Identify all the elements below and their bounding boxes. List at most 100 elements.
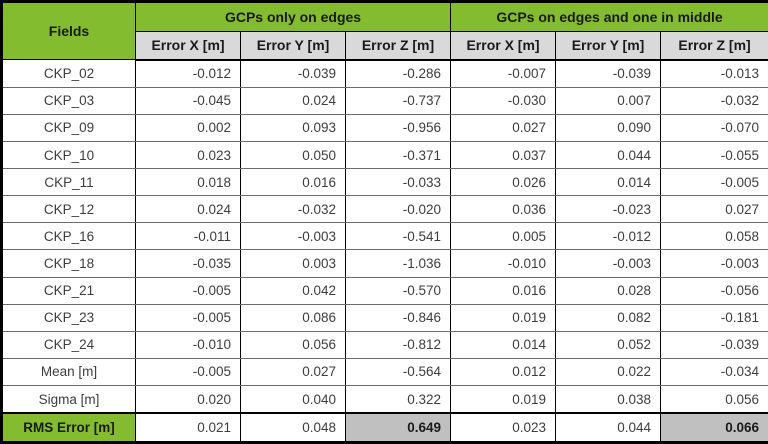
row-label: Mean [m]	[1, 357, 136, 386]
value-cell: 0.082	[555, 303, 662, 332]
column-header-error-y-1: Error Y [m]	[240, 31, 346, 61]
table-row: Sigma [m] 0.020 0.040 0.322 0.019 0.038 0.056	[1, 384, 768, 414]
value-cell: -0.020	[344, 195, 452, 224]
value-cell: 0.044	[555, 412, 662, 444]
column-header-error-z-2: Error Z [m]	[660, 31, 768, 61]
value-cell: -0.011	[135, 222, 241, 251]
table-row: CKP_18 -0.035 0.003 -1.036 -0.010 -0.003 -0.00…	[1, 249, 768, 278]
value-cell: -0.030	[450, 86, 557, 115]
sub-header-row: Error X [m] Error Y [m] Error Z [m] Erro…	[2, 31, 768, 61]
value-cell: -0.286	[344, 59, 452, 88]
row-label: CKP_03	[1, 86, 136, 115]
value-cell: -0.181	[660, 303, 768, 332]
value-cell: -0.023	[555, 195, 662, 224]
row-label: CKP_02	[1, 59, 136, 88]
value-cell: -0.012	[555, 222, 662, 251]
row-label: CKP_10	[1, 140, 136, 170]
table-row: CKP_10 0.023 0.050 -0.371 0.037 0.044 -0.055	[1, 140, 768, 170]
value-cell: 0.066	[660, 412, 768, 444]
value-cell: 0.027	[450, 113, 557, 143]
rms-error-row: RMS Error [m] 0.021 0.048 0.649 0.023 0.044 0.…	[1, 412, 768, 444]
value-cell: -0.045	[135, 86, 241, 115]
table-row: CKP_02 -0.012 -0.039 -0.286 -0.007 -0.039 -0.0…	[1, 59, 768, 88]
value-cell: 0.050	[240, 140, 346, 170]
value-cell: 0.021	[135, 412, 241, 444]
value-cell: -0.570	[344, 276, 452, 305]
value-cell: 0.003	[240, 249, 346, 278]
value-cell: 0.016	[450, 276, 557, 305]
value-cell: -0.056	[660, 276, 768, 305]
value-cell: 0.023	[135, 140, 241, 170]
value-cell: -0.737	[344, 86, 452, 115]
value-cell: -0.005	[135, 276, 241, 305]
value-cell: -0.005	[135, 357, 241, 386]
row-label: CKP_16	[1, 222, 136, 251]
value-cell: 0.024	[240, 86, 346, 115]
table-row: Mean [m] -0.005 0.027 -0.564 0.012 0.022 -0.03…	[1, 357, 768, 386]
value-cell: 0.093	[240, 113, 346, 143]
value-cell: 0.649	[344, 412, 452, 444]
value-cell: -0.012	[135, 59, 241, 88]
group-header-gcps-edges-and-middle: GCPs on edges and one in middle	[450, 1, 768, 32]
value-cell: -0.541	[344, 222, 452, 251]
value-cell: -0.035	[135, 249, 241, 278]
value-cell: 0.019	[450, 303, 557, 332]
value-cell: 0.019	[450, 384, 557, 414]
value-cell: 0.020	[135, 384, 241, 414]
value-cell: -0.003	[555, 249, 662, 278]
value-cell: -0.033	[344, 168, 452, 197]
value-cell: -0.039	[555, 59, 662, 88]
value-cell: 0.322	[344, 384, 452, 414]
table-row: CKP_23 -0.005 0.086 -0.846 0.019 0.082 -0.181	[1, 303, 768, 332]
value-cell: 0.018	[135, 168, 241, 197]
value-cell: 0.048	[240, 412, 346, 444]
value-cell: -0.003	[240, 222, 346, 251]
value-cell: -0.846	[344, 303, 452, 332]
row-label: CKP_24	[1, 330, 136, 359]
value-cell: 0.002	[135, 113, 241, 143]
row-label: CKP_23	[1, 303, 136, 332]
value-cell: 0.026	[450, 168, 557, 197]
value-cell: -0.005	[660, 168, 768, 197]
value-cell: -0.070	[660, 113, 768, 143]
row-label: Sigma [m]	[1, 384, 136, 414]
value-cell: -0.003	[660, 249, 768, 278]
value-cell: 0.052	[555, 330, 662, 359]
value-cell: 0.037	[450, 140, 557, 170]
column-header-error-y-2: Error Y [m]	[555, 31, 662, 61]
row-label: CKP_09	[1, 113, 136, 143]
value-cell: -0.371	[344, 140, 452, 170]
column-header-error-z-1: Error Z [m]	[344, 31, 452, 61]
value-cell: 0.090	[555, 113, 662, 143]
column-header-error-x-1: Error X [m]	[135, 31, 241, 61]
value-cell: 0.005	[450, 222, 557, 251]
fields-column-header: Fields	[1, 1, 136, 60]
table-row: CKP_03 -0.045 0.024 -0.737 -0.030 0.007 -0.032	[1, 86, 768, 115]
table-row: CKP_09 0.002 0.093 -0.956 0.027 0.090 -0.070	[1, 113, 768, 143]
value-cell: 0.086	[240, 303, 346, 332]
value-cell: 0.042	[240, 276, 346, 305]
row-label: CKP_21	[1, 276, 136, 305]
value-cell: -0.034	[660, 357, 768, 386]
column-header-error-x-2: Error X [m]	[450, 31, 557, 61]
table-row: CKP_24 -0.010 0.056 -0.812 0.014 0.052 -0.039	[1, 330, 768, 359]
value-cell: 0.027	[240, 357, 346, 386]
value-cell: 0.056	[240, 330, 346, 359]
value-cell: 0.014	[450, 330, 557, 359]
value-cell: -0.055	[660, 140, 768, 170]
value-cell: -1.036	[344, 249, 452, 278]
value-cell: -0.013	[660, 59, 768, 88]
value-cell: 0.007	[555, 86, 662, 115]
value-cell: 0.016	[240, 168, 346, 197]
value-cell: -0.032	[240, 195, 346, 224]
table-row: CKP_11 0.018 0.016 -0.033 0.026 0.014 -0.005	[1, 168, 768, 197]
value-cell: 0.038	[555, 384, 662, 414]
value-cell: -0.956	[344, 113, 452, 143]
row-label: CKP_11	[1, 168, 136, 197]
value-cell: 0.024	[135, 195, 241, 224]
table-row: CKP_12 0.024 -0.032 -0.020 0.036 -0.023 0.027	[1, 195, 768, 224]
value-cell: -0.039	[660, 330, 768, 359]
row-label: CKP_12	[1, 195, 136, 224]
